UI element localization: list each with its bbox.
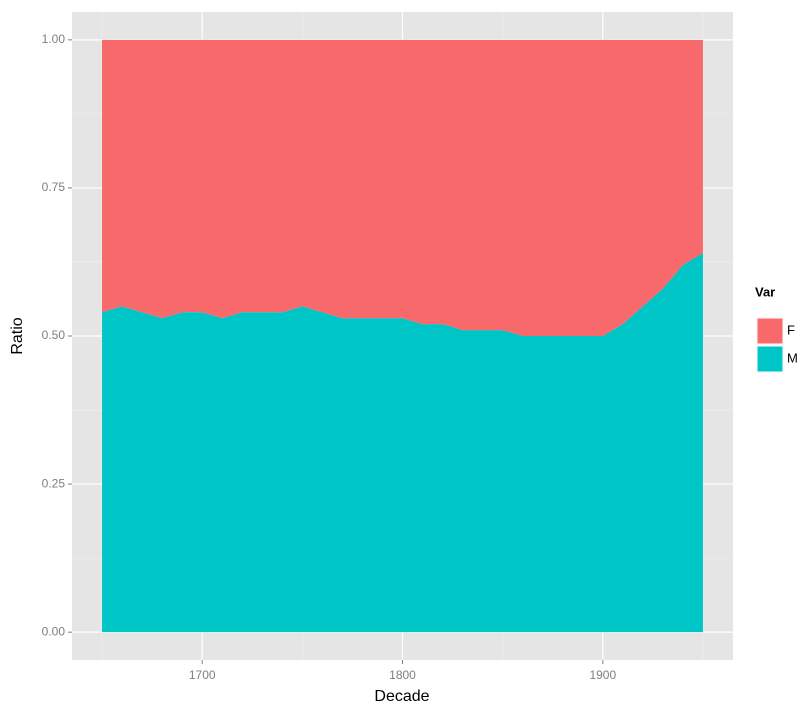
legend-label: F <box>787 322 795 337</box>
x-tick-label: 1900 <box>589 668 616 682</box>
x-tick-label: 1800 <box>389 668 416 682</box>
legend-label: M <box>787 350 798 365</box>
y-tick-label: 0.75 <box>42 180 66 194</box>
legend-swatch <box>756 317 784 345</box>
areas <box>102 39 703 633</box>
y-tick-label: 0.25 <box>42 476 66 490</box>
x-axis-title: Decade <box>374 688 429 705</box>
y-tick-label: 1.00 <box>42 32 66 46</box>
area <box>102 253 703 633</box>
x-tick-label: 1700 <box>189 668 216 682</box>
legend-swatch <box>756 345 784 373</box>
y-axis-title: Ratio <box>9 317 26 354</box>
y-tick-label: 0.50 <box>42 328 66 342</box>
y-tick-label: 0.00 <box>42 624 66 638</box>
legend-title: Var <box>755 284 775 299</box>
area <box>102 39 703 337</box>
